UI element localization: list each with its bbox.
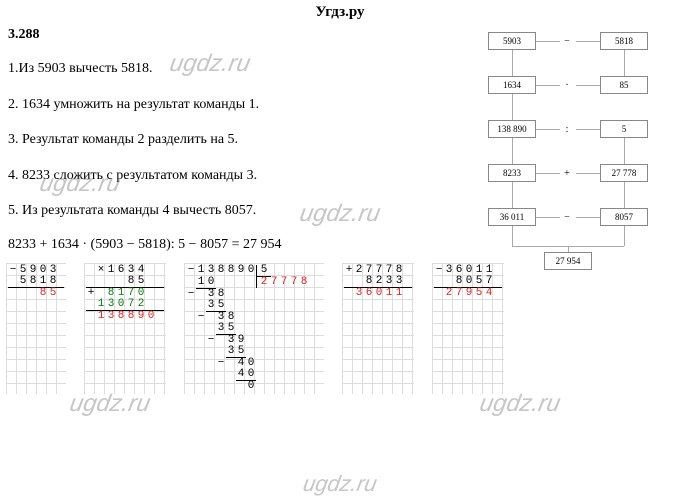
flow-box: 27 778 bbox=[600, 164, 648, 182]
flow-line bbox=[536, 85, 560, 86]
footer-watermark: ugdz.ru bbox=[0, 471, 680, 497]
flow-line bbox=[624, 50, 625, 76]
flow-line bbox=[576, 41, 600, 42]
flow-line bbox=[576, 129, 600, 130]
calc-div1: −1388905 10 27778 − 38 35 − 38 35 − 39 3… bbox=[184, 263, 324, 394]
flow-line bbox=[512, 246, 568, 247]
calc-add1: +27778 8233 36011 bbox=[342, 263, 414, 394]
flow-line bbox=[536, 217, 560, 218]
flow-line bbox=[512, 138, 513, 164]
flow-op: : bbox=[560, 122, 574, 136]
flow-line bbox=[512, 182, 513, 208]
flow-op: − bbox=[560, 34, 574, 48]
flow-box: 138 890 bbox=[488, 120, 536, 138]
flow-box: 8233 bbox=[488, 164, 536, 182]
flow-line bbox=[576, 173, 600, 174]
flow-line bbox=[568, 246, 569, 252]
flow-box: 5818 bbox=[600, 32, 648, 50]
flow-line bbox=[512, 50, 513, 76]
flow-line bbox=[624, 226, 625, 246]
flow-op: − bbox=[560, 210, 574, 224]
flow-op: · bbox=[560, 78, 574, 92]
flow-box: 27 954 bbox=[544, 252, 592, 270]
flow-line bbox=[568, 246, 624, 247]
flow-box: 85 bbox=[600, 76, 648, 94]
flow-line bbox=[512, 226, 513, 246]
flow-op: + bbox=[560, 166, 574, 180]
flow-box: 5903 bbox=[488, 32, 536, 50]
flow-line bbox=[536, 41, 560, 42]
flow-line bbox=[624, 138, 625, 164]
flow-box: 36 011 bbox=[488, 208, 536, 226]
flow-line bbox=[536, 129, 560, 130]
flow-box: 5 bbox=[600, 120, 648, 138]
flow-line bbox=[624, 182, 625, 208]
flowchart: 5903 5818 1634 85 138 890 5 8233 27 778 36 011 80… bbox=[460, 28, 670, 288]
calc-sub1: −5903 5818 85 bbox=[6, 263, 66, 394]
flow-line bbox=[576, 85, 600, 86]
flow-line bbox=[576, 217, 600, 218]
site-header: Угдз.ру bbox=[0, 0, 680, 21]
flow-line bbox=[536, 173, 560, 174]
flow-box: 8057 bbox=[600, 208, 648, 226]
calc-mul1: ×1634 85 + 8170 13072 138890 bbox=[84, 263, 166, 394]
flow-box: 1634 bbox=[488, 76, 536, 94]
flow-line bbox=[512, 94, 513, 120]
